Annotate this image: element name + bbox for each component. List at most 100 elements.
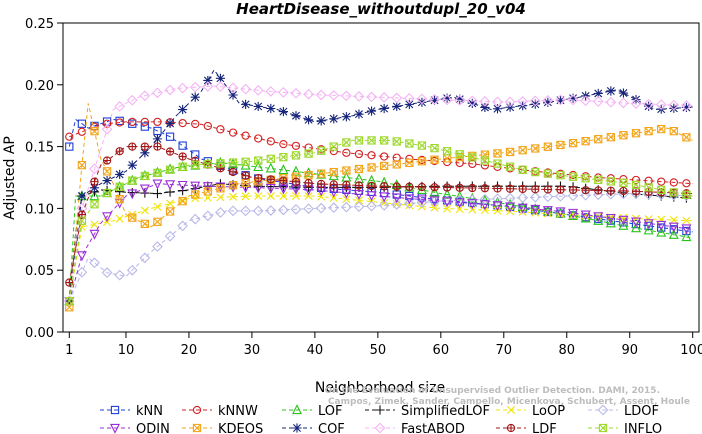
data-point bbox=[597, 404, 609, 416]
data-point bbox=[279, 152, 288, 162]
data-point bbox=[480, 102, 490, 113]
data-point bbox=[342, 138, 351, 147]
data-point bbox=[606, 133, 615, 142]
data-point bbox=[429, 95, 440, 105]
data-point bbox=[466, 194, 478, 206]
data-point bbox=[166, 207, 175, 216]
data-point bbox=[304, 149, 313, 158]
data-point bbox=[682, 226, 691, 236]
data-point bbox=[405, 201, 414, 210]
series-line bbox=[68, 193, 693, 302]
legend-item: COF bbox=[282, 422, 345, 434]
data-point bbox=[468, 153, 477, 162]
data-point bbox=[643, 98, 655, 110]
data-point bbox=[193, 424, 201, 432]
data-point bbox=[216, 125, 225, 134]
series-kdeos bbox=[65, 103, 693, 312]
data-point bbox=[518, 146, 527, 155]
data-point bbox=[178, 197, 187, 206]
data-point bbox=[374, 422, 386, 434]
data-point bbox=[379, 136, 389, 145]
data-point bbox=[405, 158, 414, 167]
data-point bbox=[543, 169, 553, 178]
data-point bbox=[126, 264, 138, 276]
data-point bbox=[77, 161, 86, 170]
watermark-authors: Campos, Zimek, Sander, Campello, Micenko… bbox=[328, 397, 690, 407]
data-point bbox=[405, 139, 414, 148]
data-point bbox=[392, 137, 401, 146]
data-point bbox=[178, 197, 187, 206]
data-point bbox=[599, 424, 607, 432]
data-point bbox=[215, 73, 226, 83]
data-point bbox=[530, 99, 540, 109]
data-point bbox=[65, 142, 74, 151]
data-point bbox=[128, 176, 137, 185]
data-point bbox=[227, 205, 239, 217]
data-point bbox=[152, 241, 163, 252]
data-point bbox=[505, 162, 515, 171]
data-point bbox=[542, 191, 554, 203]
data-point bbox=[367, 151, 376, 160]
data-point bbox=[555, 95, 566, 105]
data-point bbox=[375, 405, 385, 415]
data-point bbox=[594, 135, 603, 144]
data-point bbox=[292, 404, 302, 415]
data-point bbox=[191, 190, 200, 199]
legend-label: LDF bbox=[532, 422, 557, 434]
data-point bbox=[631, 219, 641, 229]
data-point bbox=[656, 220, 667, 231]
data-point bbox=[631, 217, 642, 228]
data-point bbox=[593, 88, 603, 99]
data-point bbox=[681, 102, 692, 113]
data-point bbox=[115, 118, 124, 127]
data-point bbox=[632, 180, 641, 189]
data-point bbox=[228, 128, 238, 137]
data-point bbox=[479, 200, 490, 211]
data-point bbox=[518, 146, 527, 155]
data-point bbox=[367, 136, 376, 145]
data-point bbox=[504, 96, 516, 108]
data-point bbox=[191, 119, 200, 129]
data-point bbox=[242, 172, 250, 180]
data-point bbox=[177, 180, 188, 191]
data-point bbox=[341, 112, 351, 122]
series-line bbox=[68, 183, 693, 302]
data-point bbox=[507, 406, 515, 414]
data-point bbox=[292, 151, 300, 160]
data-point bbox=[115, 187, 125, 197]
data-point bbox=[379, 192, 390, 203]
legend-item: INFLO bbox=[588, 422, 662, 434]
data-point bbox=[569, 172, 578, 181]
data-point bbox=[443, 154, 452, 163]
data-point bbox=[681, 224, 692, 235]
data-point bbox=[77, 127, 87, 136]
x-tick-label: 20 bbox=[181, 343, 198, 358]
data-point bbox=[165, 165, 175, 174]
data-point bbox=[618, 88, 629, 98]
data-point bbox=[529, 95, 541, 107]
data-point bbox=[618, 219, 629, 230]
data-point bbox=[292, 178, 300, 186]
data-point bbox=[77, 216, 86, 225]
data-point bbox=[153, 168, 162, 177]
data-point bbox=[192, 423, 202, 433]
data-point bbox=[669, 188, 678, 197]
data-point bbox=[682, 133, 691, 142]
data-point bbox=[644, 127, 653, 136]
data-point bbox=[379, 103, 389, 114]
data-point bbox=[593, 214, 604, 225]
data-point bbox=[89, 229, 100, 240]
data-point bbox=[266, 154, 275, 163]
data-point bbox=[216, 184, 225, 193]
data-point bbox=[644, 215, 653, 224]
data-point bbox=[340, 201, 352, 213]
data-point bbox=[468, 205, 477, 214]
data-point bbox=[681, 100, 692, 111]
data-point bbox=[430, 155, 439, 164]
data-point bbox=[328, 202, 340, 214]
data-point bbox=[265, 162, 276, 173]
data-point bbox=[631, 129, 641, 138]
data-point bbox=[567, 190, 579, 202]
data-point bbox=[543, 169, 552, 178]
data-point bbox=[229, 158, 238, 167]
